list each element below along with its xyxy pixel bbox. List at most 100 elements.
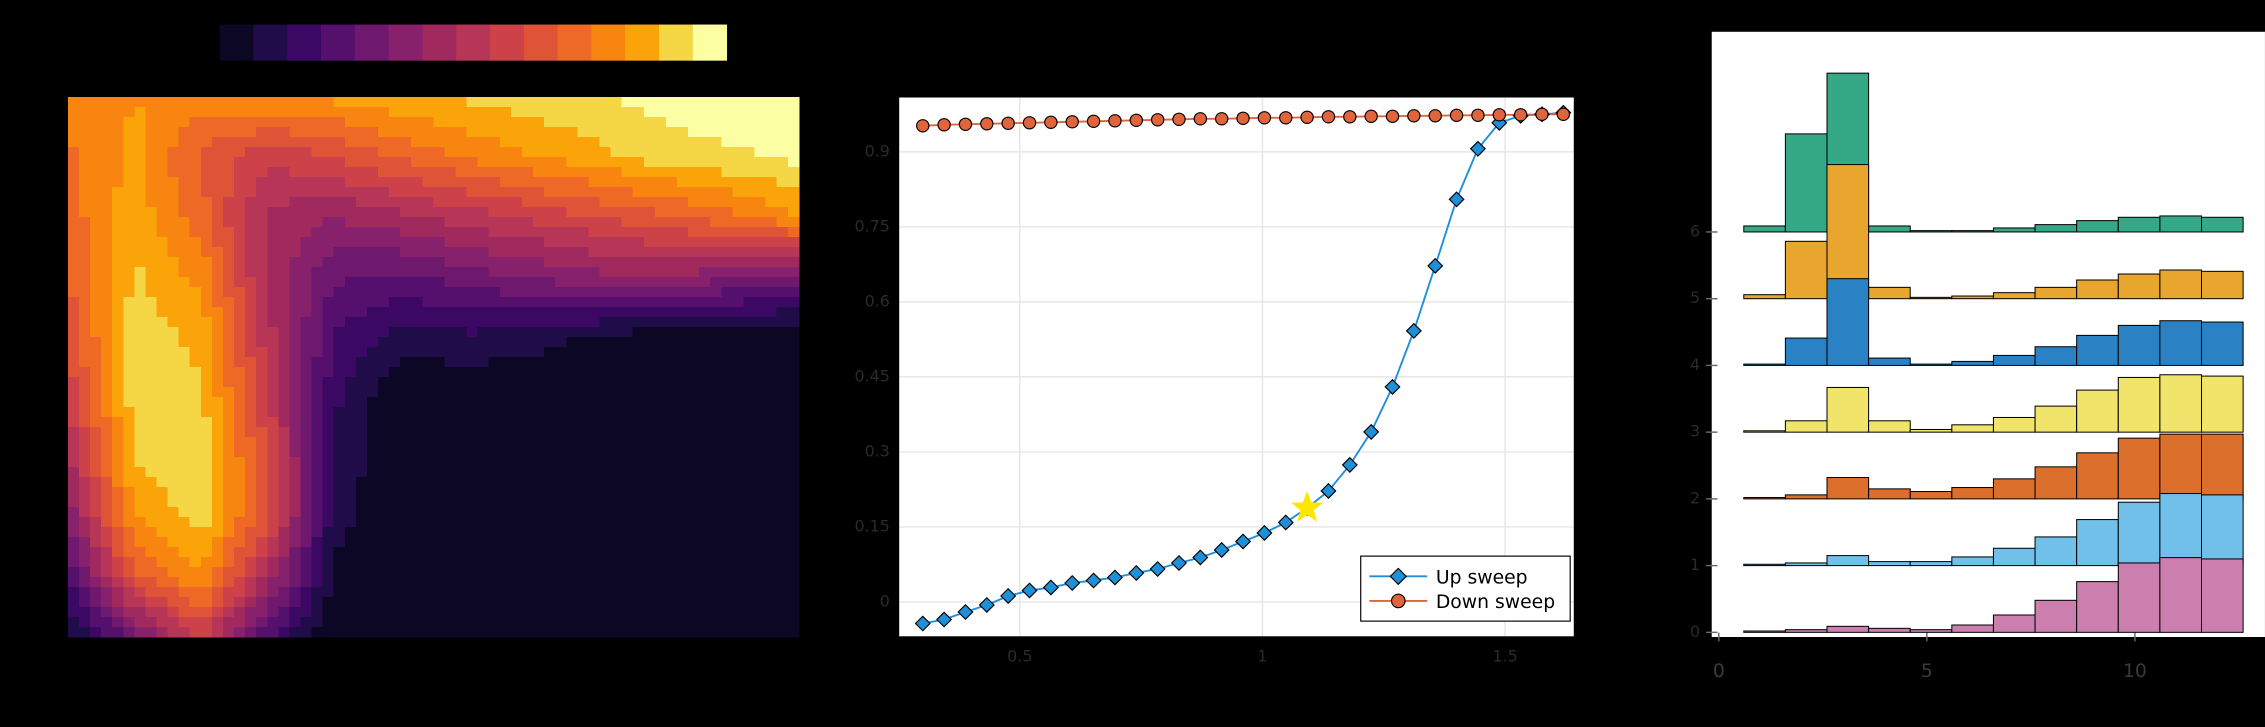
contour-cell <box>123 326 135 338</box>
contour-cell <box>754 486 767 498</box>
contour-cell <box>610 226 623 238</box>
contour-cell <box>610 386 623 398</box>
hist-bar <box>2159 433 2203 500</box>
hist-bar <box>1868 286 1911 300</box>
contour-cell <box>643 416 656 428</box>
contour-cell <box>422 176 434 188</box>
contour-cell <box>67 296 80 308</box>
contour-cell <box>621 96 634 108</box>
contour-cell <box>245 266 257 278</box>
contour-cell <box>245 446 257 458</box>
contour-cell <box>366 466 379 478</box>
contour-cell <box>654 236 667 248</box>
contour-cell <box>411 216 423 228</box>
contour-cell <box>156 466 169 478</box>
contour-cell <box>654 316 667 328</box>
contour-cell <box>433 436 446 448</box>
contour-cell <box>167 406 180 418</box>
hist-bar <box>1743 363 1786 366</box>
contour-cell <box>389 617 401 628</box>
contour-cell <box>455 266 468 278</box>
contour-cell <box>643 566 656 578</box>
contour-cell <box>101 196 113 208</box>
contour-cell <box>433 266 446 278</box>
contour-cell <box>466 276 479 288</box>
contour-cell <box>411 466 423 478</box>
contour-cell <box>378 346 390 358</box>
contour-cell <box>234 466 246 478</box>
contour-cell <box>355 216 368 228</box>
contour-cell <box>488 326 501 338</box>
contour-cell <box>389 156 401 168</box>
contour-cell <box>344 216 357 228</box>
contour-cell <box>510 586 523 598</box>
contour-cell <box>754 296 767 308</box>
contour-cell <box>677 136 689 148</box>
contour-cell <box>654 366 667 378</box>
contour-cell <box>322 136 335 148</box>
contour-cell <box>765 116 778 128</box>
contour-cell <box>488 106 501 118</box>
contour-cell <box>444 456 457 468</box>
contour-cell <box>754 186 767 198</box>
contour-cell <box>521 496 534 508</box>
contour-cell <box>134 336 147 348</box>
contour-cell <box>245 216 257 228</box>
hist-bar <box>2159 269 2203 300</box>
contour-cell <box>533 446 545 458</box>
contour-cell <box>101 476 113 488</box>
contour-cell <box>632 296 645 308</box>
contour-cell <box>112 226 124 238</box>
contour-cell <box>333 186 346 198</box>
contour-cell <box>533 226 545 238</box>
marker <box>937 118 951 132</box>
contour-cell <box>79 126 91 138</box>
contour-cell <box>610 606 623 618</box>
contour-cell <box>222 617 235 628</box>
contour-cell <box>422 536 434 548</box>
contour-cell <box>754 306 767 318</box>
contour-cell <box>322 526 335 538</box>
contour-cell <box>688 166 700 178</box>
contour-cell <box>732 456 745 468</box>
contour-cell <box>366 456 379 468</box>
contour-cell <box>134 346 147 358</box>
contour-cell <box>444 476 457 488</box>
contour-cell <box>643 226 656 238</box>
contour-cell <box>521 556 534 568</box>
contour-cell <box>732 186 745 198</box>
marker <box>1193 112 1208 126</box>
y-tick-label: 0.15 <box>854 516 889 535</box>
contour-cell <box>112 366 124 378</box>
legend-marker <box>1389 567 1408 586</box>
contour-cell <box>721 396 733 408</box>
contour-cell <box>643 256 656 268</box>
contour-cell <box>222 256 235 268</box>
contour-cell <box>189 566 202 578</box>
contour-cell <box>311 96 324 108</box>
contour-cell <box>267 236 279 248</box>
contour-cell <box>521 136 534 148</box>
contour-cell <box>422 406 434 418</box>
contour-cell <box>300 576 313 588</box>
contour-cell <box>189 386 202 398</box>
contour-cell <box>211 276 224 288</box>
contour-cell <box>156 146 169 158</box>
contour-cell <box>710 386 722 398</box>
contour-cell <box>222 426 235 438</box>
contour-cell <box>599 306 612 318</box>
contour-cell <box>555 436 567 448</box>
contour-cell <box>577 506 589 518</box>
contour-cell <box>455 306 468 318</box>
contour-cell <box>621 106 634 118</box>
contour-cell <box>577 627 589 638</box>
contour-cell <box>710 116 722 128</box>
contour-cell <box>134 116 147 128</box>
contour-cell <box>699 396 711 408</box>
contour-cell <box>67 106 80 118</box>
contour-cell <box>234 576 246 588</box>
contour-cell <box>289 446 302 458</box>
contour-cell <box>267 576 279 588</box>
contour-cell <box>134 96 147 108</box>
contour-cell <box>455 596 468 608</box>
